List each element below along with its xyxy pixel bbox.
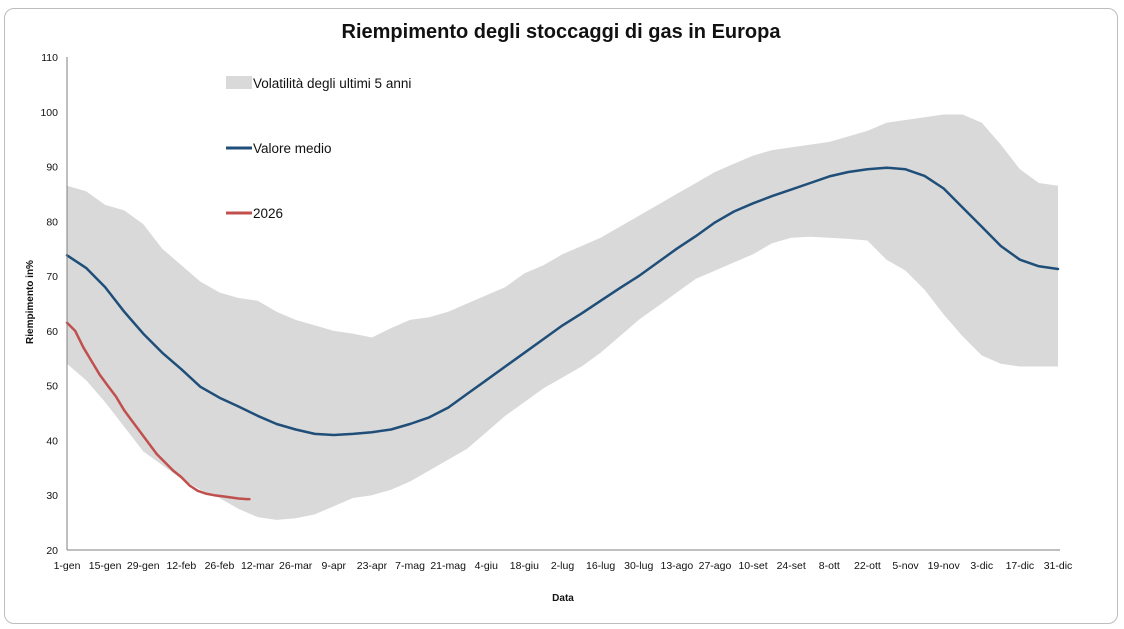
x-tick-label: 1-gen <box>54 560 81 572</box>
x-tick-label: 3-dic <box>970 560 993 572</box>
y-tick-label: 20 <box>46 545 58 557</box>
x-tick-label: 30-lug <box>624 560 653 572</box>
x-tick-label: 22-ott <box>854 560 881 572</box>
x-tick-label: 19-nov <box>928 560 961 572</box>
x-tick-label: 26-mar <box>279 560 313 572</box>
x-tick-label: 29-gen <box>127 560 160 572</box>
legend-label-2026: 2026 <box>253 206 283 221</box>
legend-label-mean: Valore medio <box>253 141 332 156</box>
y-tick-label: 80 <box>46 216 58 228</box>
y-tick-label: 90 <box>46 162 58 174</box>
legend: Volatilità degli ultimi 5 anni Valore me… <box>226 76 411 221</box>
x-tick-label: 23-apr <box>357 560 388 572</box>
legend-label-band: Volatilità degli ultimi 5 anni <box>253 76 411 91</box>
y-tick-label: 100 <box>40 107 58 119</box>
x-tick-label: 18-giu <box>510 560 539 572</box>
legend-swatch-band <box>226 76 252 89</box>
y-tick-label: 70 <box>46 271 58 283</box>
volatility-band <box>67 114 1058 520</box>
y-tick-label: 110 <box>41 52 58 64</box>
x-tick-label: 15-gen <box>89 560 122 572</box>
x-tick-label: 17-dic <box>1006 560 1035 572</box>
x-tick-label: 24-set <box>777 560 806 572</box>
line-layer <box>65 166 1060 501</box>
y-tick-label: 50 <box>46 381 58 393</box>
y-tick-label: 60 <box>46 326 58 338</box>
line-2026 <box>65 321 251 501</box>
x-tick-label: 2-lug <box>551 560 575 572</box>
y-tick-labels: 20 30 40 50 60 70 80 90 100 110 <box>40 52 58 557</box>
y-axis-label: Riempimento in% <box>25 260 36 344</box>
x-tick-label: 16-lug <box>586 560 615 572</box>
x-tick-label: 21-mag <box>430 560 466 572</box>
x-tick-label: 7-mag <box>395 560 425 572</box>
x-tick-label: 27-ago <box>699 560 732 572</box>
x-tick-label: 12-mar <box>241 560 275 572</box>
x-tick-label: 13-ago <box>660 560 693 572</box>
x-tick-labels: 1-gen 15-gen 29-gen 12-feb 26-feb 12-mar 26-ma… <box>54 560 1073 572</box>
volatility-band-layer <box>67 114 1058 520</box>
x-tick-label: 12-feb <box>166 560 196 572</box>
x-tick-label: 31-dic <box>1044 560 1073 572</box>
chart-title: Riempimento degli stoccaggi di gas in Eu… <box>342 21 782 43</box>
x-tick-label: 4-giu <box>475 560 499 572</box>
x-tick-label: 26-feb <box>205 560 235 572</box>
x-tick-label: 5-nov <box>892 560 919 572</box>
x-tick-label: 9-apr <box>322 560 347 572</box>
x-tick-label: 8-ott <box>819 560 840 572</box>
mean-line <box>65 166 1060 437</box>
y-tick-label: 30 <box>46 490 58 502</box>
x-axis-label: Data <box>552 593 574 604</box>
x-tick-label: 10-set <box>738 560 767 572</box>
y-tick-label: 40 <box>46 435 58 447</box>
